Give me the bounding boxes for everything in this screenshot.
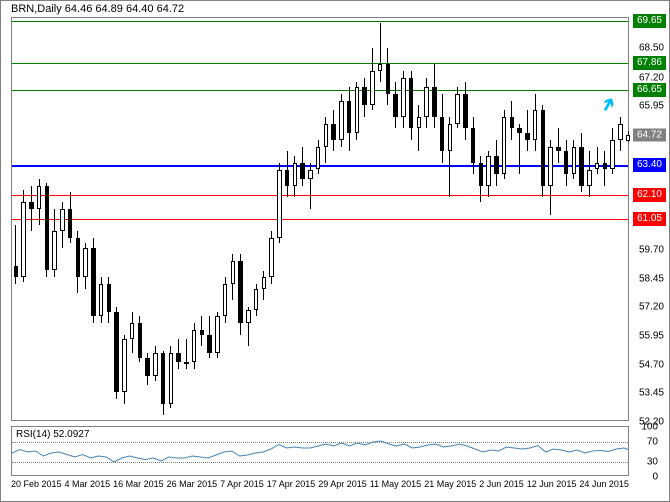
chart-title: BRN,Daily 64.46 64.89 64.40 64.72	[11, 3, 184, 15]
horizontal-level-line	[12, 195, 628, 196]
rsi-y-label: 0	[652, 472, 658, 483]
level-label: 63.40	[633, 158, 666, 172]
y-axis-label: 67.20	[639, 72, 664, 83]
ohlc-c: 64.72	[157, 3, 185, 15]
y-axis-label: 53.45	[639, 388, 664, 399]
rsi-indicator-panel[interactable]: RSI(14) 52.0927 03070100	[11, 426, 629, 476]
level-label: 69.65	[633, 14, 666, 28]
current-price-tag: 64.72	[633, 128, 666, 141]
horizontal-level-line	[12, 63, 628, 64]
horizontal-level-line	[12, 21, 628, 22]
y-axis-label: 55.95	[639, 330, 664, 341]
level-label: 66.65	[633, 83, 666, 97]
rsi-y-label: 70	[647, 437, 658, 448]
x-axis-label: 29 Apr 2015	[318, 479, 367, 499]
y-axis-label: 54.70	[639, 359, 664, 370]
x-axis-label: 12 Jun 2015	[527, 479, 577, 499]
level-label: 61.05	[633, 212, 666, 226]
y-axis-label: 58.45	[639, 273, 664, 284]
ohlc-l: 64.40	[126, 3, 154, 15]
x-axis-label: 26 Mar 2015	[167, 479, 218, 499]
y-axis-label: 59.70	[639, 244, 664, 255]
forecast-arrow-icon: ➔	[596, 92, 622, 116]
level-label: 62.10	[633, 188, 666, 202]
ohlc-o: 64.46	[65, 3, 93, 15]
main-price-chart[interactable]: 52.2053.4554.7055.9557.2058.4559.7065.95…	[11, 17, 629, 421]
x-axis-label: 21 May 2015	[424, 479, 476, 499]
horizontal-level-line	[12, 219, 628, 220]
rsi-y-label: 100	[641, 422, 658, 433]
y-axis-label: 68.50	[639, 42, 664, 53]
chart-container: BRN,Daily 64.46 64.89 64.40 64.72 52.205…	[0, 0, 670, 502]
y-axis-label: 65.95	[639, 101, 664, 112]
x-axis-label: 11 May 2015	[370, 479, 421, 499]
level-label: 67.86	[633, 56, 666, 70]
x-axis-label: 20 Feb 2015	[11, 479, 62, 499]
x-axis-label: 24 Jun 2015	[579, 479, 629, 499]
rsi-line-chart	[12, 427, 628, 475]
y-axis-label: 57.20	[639, 302, 664, 313]
ohlc-h: 64.89	[95, 3, 123, 15]
x-axis-label: 16 Mar 2015	[113, 479, 164, 499]
rsi-y-label: 30	[647, 457, 658, 468]
x-axis-label: 2 Jun 2015	[479, 479, 524, 499]
x-axis-label: 17 Apr 2015	[267, 479, 316, 499]
x-axis-label: 4 Mar 2015	[65, 479, 111, 499]
x-axis: 20 Feb 20154 Mar 201516 Mar 201526 Mar 2…	[11, 479, 629, 499]
x-axis-label: 7 Apr 2015	[220, 479, 264, 499]
symbol-label: BRN,Daily	[11, 3, 62, 15]
horizontal-level-line	[12, 90, 628, 91]
